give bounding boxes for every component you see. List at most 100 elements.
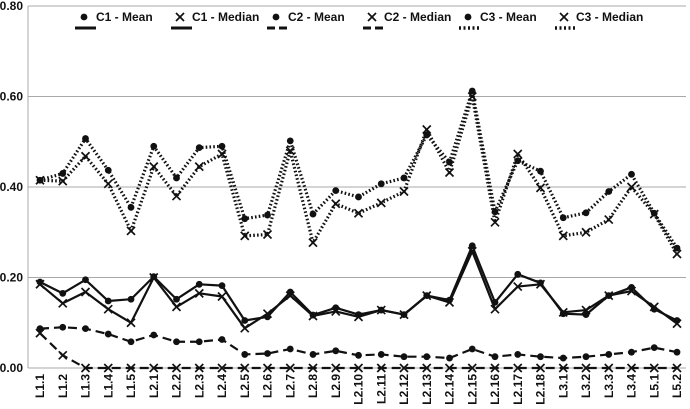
- data-point: [672, 319, 682, 329]
- x-tick-label: L1.2: [56, 374, 70, 398]
- x-tick-label: L2.12: [397, 374, 411, 405]
- data-point: [173, 338, 180, 346]
- data-point: [149, 162, 159, 172]
- data-point: [103, 179, 113, 189]
- data-point: [285, 290, 295, 301]
- data-point: [490, 363, 500, 373]
- data-point: [264, 350, 271, 357]
- data-point: [628, 170, 635, 178]
- data-point: [422, 124, 432, 135]
- data-point: [559, 354, 567, 362]
- data-point: [376, 305, 386, 315]
- data-point: [331, 306, 341, 317]
- data-point: [194, 363, 204, 373]
- data-point: [604, 290, 614, 301]
- data-point: [490, 217, 500, 227]
- series-line: [39, 244, 678, 322]
- x-tick-label: L2.11: [374, 374, 388, 404]
- series-c2-median: [35, 328, 682, 373]
- data-point: [582, 353, 590, 361]
- x-tick-label: L2.2: [170, 374, 184, 398]
- data-point: [649, 209, 659, 219]
- data-point: [467, 91, 477, 102]
- data-point: [673, 348, 681, 356]
- data-point: [355, 351, 362, 359]
- data-point: [353, 363, 364, 373]
- data-point: [649, 363, 659, 373]
- x-tick-label: L2.7: [283, 374, 297, 398]
- data-point: [332, 187, 340, 195]
- data-point: [150, 142, 158, 150]
- data-point: [400, 353, 408, 361]
- y-tick-label: 0.80: [0, 0, 23, 13]
- y-tick-label: 0.20: [0, 271, 23, 285]
- data-point: [537, 353, 544, 361]
- data-point: [82, 135, 89, 142]
- data-point: [650, 344, 658, 352]
- data-point: [535, 183, 546, 193]
- data-point: [58, 298, 68, 308]
- data-point: [59, 323, 67, 331]
- data-point: [559, 214, 567, 222]
- data-point: [513, 363, 523, 373]
- series-line: [39, 89, 679, 249]
- data-point: [468, 345, 476, 353]
- legend-label: C3 - Mean: [480, 10, 537, 24]
- data-point: [513, 281, 523, 292]
- x-tick-label: L2.15: [465, 374, 479, 405]
- data-point: [104, 330, 112, 338]
- data-point: [286, 345, 294, 353]
- legend-item: C3 - Mean: [459, 10, 537, 30]
- x-tick-label: L2.3: [192, 374, 206, 398]
- data-point: [195, 338, 203, 346]
- data-point: [217, 149, 227, 159]
- data-point: [149, 272, 159, 283]
- data-point: [377, 351, 385, 358]
- data-point: [581, 227, 591, 237]
- legend-marker: [175, 12, 185, 22]
- data-point: [218, 142, 226, 150]
- data-point: [150, 331, 158, 339]
- x-tick-label: L2.6: [261, 374, 275, 398]
- data-point: [217, 363, 227, 373]
- data-point: [262, 229, 273, 240]
- data-point: [35, 175, 45, 185]
- data-point: [377, 180, 385, 188]
- data-point: [672, 363, 682, 373]
- x-tick-label: L2.5: [238, 374, 252, 398]
- data-point: [126, 363, 136, 373]
- data-point: [286, 137, 294, 145]
- data-point: [308, 238, 318, 248]
- data-point: [628, 348, 635, 356]
- data-point: [80, 287, 91, 297]
- data-point: [195, 144, 203, 152]
- data-point: [467, 246, 477, 256]
- data-point: [558, 231, 568, 241]
- x-tick-label: L5.1: [647, 374, 661, 398]
- data-point: [353, 208, 364, 218]
- x-tick-label: L2.1: [147, 374, 161, 398]
- data-point: [513, 149, 523, 159]
- data-point: [446, 354, 453, 362]
- series-line: [39, 94, 679, 255]
- data-point: [58, 350, 68, 360]
- data-point: [605, 351, 613, 358]
- legend-label: C3 - Median: [576, 10, 643, 24]
- data-point: [376, 198, 386, 208]
- data-point: [35, 279, 45, 289]
- data-point: [240, 363, 250, 373]
- series-c3-median: [35, 91, 682, 259]
- legend-marker: [80, 13, 88, 21]
- data-point: [626, 182, 637, 192]
- data-point: [422, 363, 432, 373]
- data-point: [308, 311, 318, 321]
- x-tick-label: L3.2: [579, 374, 593, 398]
- data-point: [149, 363, 159, 373]
- data-point: [514, 351, 522, 358]
- data-point: [171, 302, 182, 312]
- data-point: [672, 249, 682, 259]
- legend-label: C1 - Median: [192, 10, 259, 24]
